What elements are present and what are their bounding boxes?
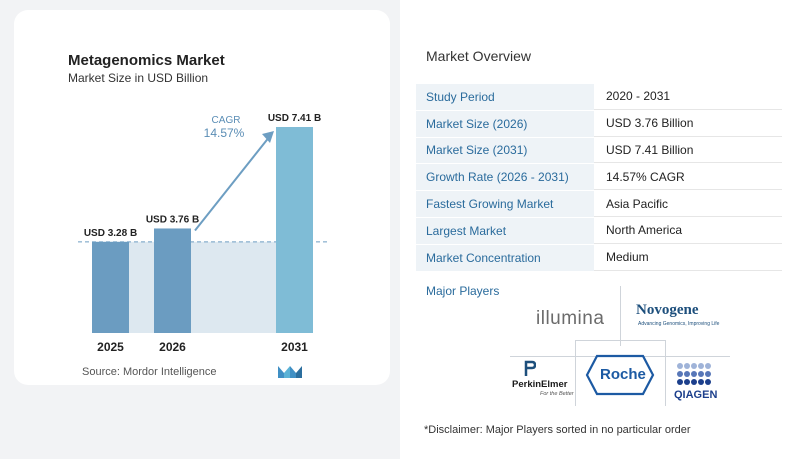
overview-row-label: Market Concentration	[416, 244, 594, 271]
bar-value-label: USD 3.28 B	[84, 228, 137, 239]
overview-row-value: USD 3.76 Billion	[594, 110, 782, 137]
overview-title: Market Overview	[426, 48, 532, 64]
cagr-label: CAGR	[212, 115, 241, 126]
major-players-title: Major Players	[426, 284, 500, 298]
cagr-arrow	[194, 135, 271, 232]
disclaimer-text: *Disclaimer: Major Players sorted in no …	[424, 424, 691, 436]
cagr-value: 14.57%	[204, 126, 245, 140]
overview-row: Study Period 2020 - 2031	[416, 84, 782, 111]
chart-subtitle: Market Size in USD Billion	[68, 71, 209, 85]
players-divider	[575, 340, 576, 406]
perkinelmer-tagline: For the Better	[540, 391, 574, 397]
market-overview-panel: Market Overview Study Period 2020 - 2031 M…	[400, 0, 800, 459]
overview-row: Market Size (2031) USD 7.41 Billion	[416, 137, 782, 165]
overview-row-value: Asia Pacific	[594, 191, 782, 217]
overview-row-value: 2020 - 2031	[594, 84, 782, 110]
overview-row-label: Market Size (2031)	[416, 137, 594, 164]
players-divider	[620, 286, 621, 346]
novogene-tagline: Advancing Genomics, Improving Life	[638, 321, 720, 327]
overview-row: Largest Market North America	[416, 217, 782, 245]
overview-row-value: USD 7.41 Billion	[594, 137, 782, 164]
players-divider	[575, 340, 665, 341]
chart-title: Metagenomics Market	[68, 52, 225, 69]
roche-hexagon-icon	[585, 354, 655, 396]
x-tick-label: 2026	[159, 340, 186, 354]
bar-2026	[154, 228, 191, 333]
overview-table: Study Period 2020 - 2031 Market Size (2026…	[416, 84, 782, 272]
overview-row: Market Concentration Medium	[416, 244, 782, 272]
illumina-logo: illumina	[536, 308, 605, 329]
overview-row: Fastest Growing Market Asia Pacific	[416, 191, 782, 218]
qiagen-dots-icon	[677, 363, 711, 385]
qiagen-logo: QIAGEN	[674, 389, 718, 401]
novogene-logo: Novogene	[636, 302, 699, 318]
overview-row-label: Fastest Growing Market	[416, 191, 594, 217]
overview-row-value: 14.57% CAGR	[594, 164, 782, 191]
source-text: Source: Mordor Intelligence	[82, 366, 217, 378]
perkinelmer-logo: PerkinElmer	[512, 379, 568, 390]
bar-2025	[92, 241, 129, 333]
overview-row-label: Largest Market	[416, 217, 594, 244]
overview-row-value: North America	[594, 217, 782, 244]
bar-value-label: USD 7.41 B	[268, 113, 321, 124]
overview-row: Growth Rate (2026 - 2031) 14.57% CAGR	[416, 164, 782, 192]
cagr-arrowhead-icon	[262, 131, 274, 143]
players-divider	[665, 340, 666, 406]
x-tick-label: 2025	[97, 340, 124, 354]
mordor-logo-icon	[278, 366, 302, 378]
overview-row: Market Size (2026) USD 3.76 Billion	[416, 110, 782, 138]
x-tick-label: 2031	[281, 340, 308, 354]
overview-row-label: Market Size (2026)	[416, 110, 594, 137]
overview-row-value: Medium	[594, 244, 782, 271]
overview-row-label: Growth Rate (2026 - 2031)	[416, 164, 594, 191]
bar-chart: USD 3.28 B 2025 USD 3.76 B 2026 USD 7.41 B 20…	[78, 113, 330, 354]
perkinelmer-icon	[524, 360, 536, 376]
roche-logo: Roche	[600, 366, 646, 383]
bar-value-label: USD 3.76 B	[146, 214, 199, 225]
overview-row-label: Study Period	[416, 84, 594, 110]
bar-2031	[276, 127, 313, 333]
